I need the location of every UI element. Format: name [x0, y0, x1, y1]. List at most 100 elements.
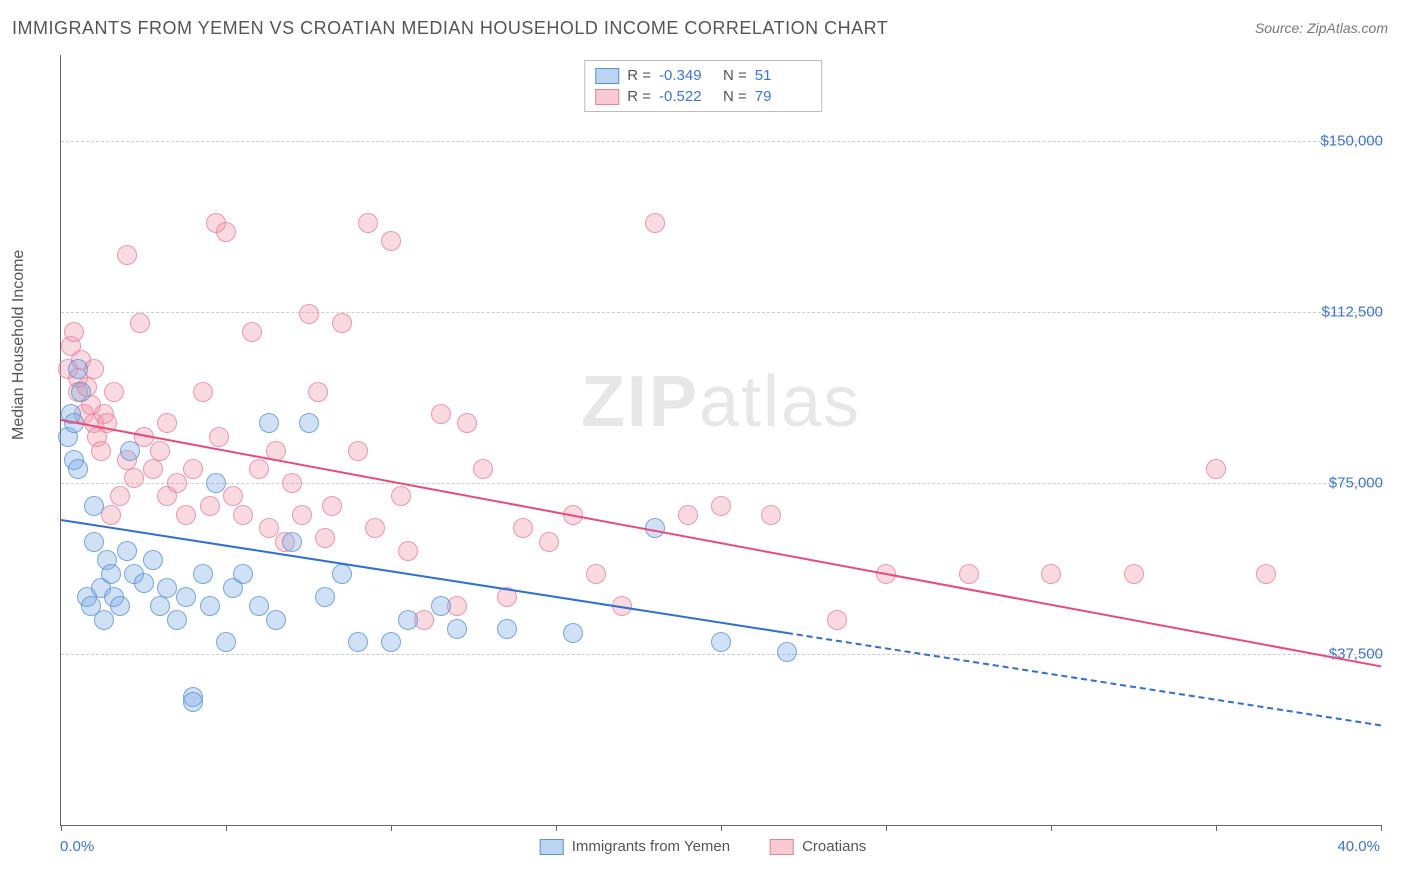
data-point-yemen	[84, 496, 104, 516]
n-value-croatians: 79	[755, 88, 811, 105]
data-point-croatians	[473, 459, 493, 479]
data-point-yemen	[249, 596, 269, 616]
r-label: R =	[627, 67, 651, 84]
data-point-croatians	[233, 505, 253, 525]
data-point-yemen	[117, 541, 137, 561]
data-point-yemen	[110, 596, 130, 616]
data-point-croatians	[398, 541, 418, 561]
data-point-yemen	[259, 413, 279, 433]
source-name: ZipAtlas.com	[1307, 20, 1388, 36]
legend-row-croatians: R = -0.522 N = 79	[595, 86, 811, 107]
data-point-croatians	[124, 468, 144, 488]
data-point-croatians	[513, 518, 533, 538]
data-point-croatians	[130, 313, 150, 333]
data-point-yemen	[101, 564, 121, 584]
data-point-croatians	[322, 496, 342, 516]
data-point-yemen	[216, 632, 236, 652]
swatch-yemen	[595, 68, 619, 84]
data-point-croatians	[200, 496, 220, 516]
data-point-yemen	[200, 596, 220, 616]
data-point-croatians	[586, 564, 606, 584]
data-point-croatians	[761, 505, 781, 525]
data-point-croatians	[332, 313, 352, 333]
data-point-croatians	[104, 382, 124, 402]
data-point-croatians	[183, 459, 203, 479]
plot-area: ZIPatlas $37,500$75,000$112,500$150,000	[60, 55, 1381, 826]
n-label: N =	[723, 67, 747, 84]
data-point-croatians	[645, 213, 665, 233]
data-point-yemen	[332, 564, 352, 584]
data-point-yemen	[150, 596, 170, 616]
data-point-croatians	[223, 486, 243, 506]
r-value-croatians: -0.522	[659, 88, 715, 105]
legend-entry-yemen: Immigrants from Yemen	[540, 838, 730, 855]
data-point-croatians	[216, 222, 236, 242]
data-point-yemen	[299, 413, 319, 433]
data-point-croatians	[1256, 564, 1276, 584]
data-point-croatians	[827, 610, 847, 630]
data-point-croatians	[381, 231, 401, 251]
data-point-yemen	[84, 532, 104, 552]
data-point-croatians	[365, 518, 385, 538]
x-min-label: 0.0%	[60, 838, 94, 855]
data-point-croatians	[1124, 564, 1144, 584]
n-label: N =	[723, 88, 747, 105]
swatch-yemen	[540, 839, 564, 855]
data-point-yemen	[193, 564, 213, 584]
data-point-yemen	[266, 610, 286, 630]
data-point-yemen	[381, 632, 401, 652]
data-point-yemen	[497, 619, 517, 639]
data-point-yemen	[398, 610, 418, 630]
data-point-yemen	[348, 632, 368, 652]
legend-label-croatians: Croatians	[802, 838, 866, 855]
data-point-croatians	[143, 459, 163, 479]
legend-correlation: R = -0.349 N = 51 R = -0.522 N = 79	[584, 60, 822, 112]
data-point-croatians	[539, 532, 559, 552]
x-tick	[61, 825, 62, 831]
y-axis-label: Median Household Income	[10, 250, 28, 440]
data-point-croatians	[117, 245, 137, 265]
data-point-croatians	[157, 413, 177, 433]
data-point-yemen	[68, 459, 88, 479]
r-value-yemen: -0.349	[659, 67, 715, 84]
watermark-rest: atlas	[699, 362, 861, 442]
data-point-croatians	[167, 473, 187, 493]
data-point-croatians	[292, 505, 312, 525]
data-point-yemen	[134, 573, 154, 593]
x-tick	[391, 825, 392, 831]
data-point-yemen	[167, 610, 187, 630]
legend-series: Immigrants from Yemen Croatians	[540, 838, 867, 855]
data-point-yemen	[282, 532, 302, 552]
swatch-croatians	[770, 839, 794, 855]
gridline	[61, 483, 1381, 484]
data-point-croatians	[358, 213, 378, 233]
x-tick	[886, 825, 887, 831]
data-point-croatians	[299, 304, 319, 324]
data-point-croatians	[150, 441, 170, 461]
legend-label-yemen: Immigrants from Yemen	[572, 838, 730, 855]
data-point-croatians	[1206, 459, 1226, 479]
data-point-croatians	[64, 322, 84, 342]
data-point-croatians	[315, 528, 335, 548]
data-point-yemen	[94, 610, 114, 630]
trend-line-yemen-dashed	[787, 632, 1381, 726]
data-point-yemen	[233, 564, 253, 584]
data-point-yemen	[176, 587, 196, 607]
data-point-yemen	[68, 359, 88, 379]
watermark: ZIPatlas	[581, 361, 861, 443]
data-point-croatians	[431, 404, 451, 424]
chart-title: IMMIGRANTS FROM YEMEN VS CROATIAN MEDIAN…	[12, 18, 888, 39]
data-point-croatians	[348, 441, 368, 461]
data-point-yemen	[431, 596, 451, 616]
y-tick-label: $75,000	[1329, 474, 1383, 491]
x-tick	[226, 825, 227, 831]
data-point-croatians	[457, 413, 477, 433]
data-point-croatians	[1041, 564, 1061, 584]
data-point-croatians	[959, 564, 979, 584]
source-credit: Source: ZipAtlas.com	[1255, 20, 1388, 36]
x-tick	[1051, 825, 1052, 831]
data-point-yemen	[711, 632, 731, 652]
y-tick-label: $112,500	[1322, 303, 1383, 320]
data-point-croatians	[308, 382, 328, 402]
data-point-croatians	[282, 473, 302, 493]
